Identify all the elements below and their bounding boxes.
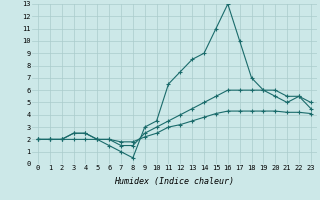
X-axis label: Humidex (Indice chaleur): Humidex (Indice chaleur) xyxy=(115,177,234,186)
